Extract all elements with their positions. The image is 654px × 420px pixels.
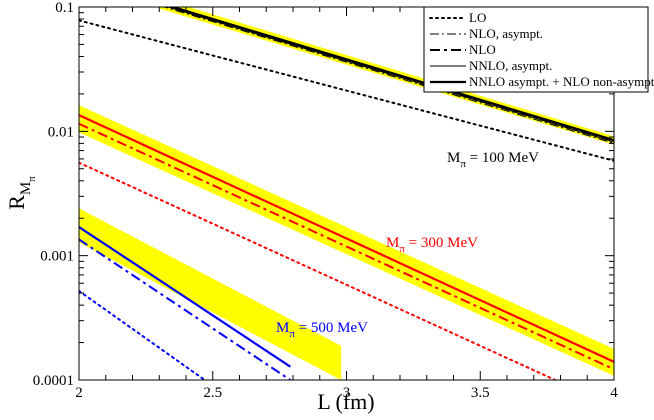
x-tick-label: 3 (343, 385, 351, 401)
annotation-100mev: Mπ = 100 MeV (447, 150, 539, 170)
legend-label-nnlo-asympt: NNLO, asympt. (469, 58, 552, 73)
legend-label-lo: LO (469, 10, 486, 25)
y-tick-label: 0.001 (40, 249, 74, 265)
annotation-500mev: Mπ = 500 MeV (276, 320, 368, 340)
y-axis-title-main: R (4, 195, 29, 210)
legend-label-nlo-asympt: NLO, asympt. (469, 26, 543, 41)
legend-label-nnlo-asympt-nlo-non-asympt: NNLO asympt. + NLO non-asympt. (469, 74, 654, 89)
y-tick-label: 0.0001 (33, 373, 74, 389)
y-axis-title-sub: M (18, 182, 34, 195)
line-group-2-nnlo-asympt-nlo-non-asympt (79, 114, 614, 363)
y-tick-label: 0.1 (55, 0, 74, 16)
legend-label-nlo: NLO (469, 42, 496, 57)
x-tick-label: 3.5 (471, 385, 490, 401)
x-axis-title: L (fm) (317, 389, 374, 414)
annotation-300mev: Mπ = 300 MeV (386, 235, 478, 255)
band-group-3 (79, 208, 342, 380)
line-group-1-lo (79, 19, 614, 162)
y-tick-label: 0.01 (48, 124, 74, 140)
line-group-3-lo (79, 289, 206, 380)
band-group-1 (159, 7, 614, 145)
line-group-3-nnlo-asympt-nlo-non-asympt (79, 226, 291, 368)
svg-text:RMπ: RMπ (4, 176, 38, 210)
x-tick-label: 2.5 (203, 385, 222, 401)
line-group-1-nnlo-asympt-nlo-non-asympt (169, 7, 614, 142)
y-axis-title: RMπ (4, 176, 38, 210)
line-group-1-nlo-asympt (162, 7, 614, 144)
line-group-2-nlo (79, 122, 614, 371)
legend-box (423, 6, 649, 93)
x-tick-label: 2 (75, 385, 83, 401)
line-group-3-nlo (79, 238, 291, 380)
y-axis-title-subsub: π (26, 176, 38, 182)
series-lines (79, 7, 614, 380)
x-tick-label: 4 (610, 385, 618, 401)
line-group-1-nnlo-asympt (166, 7, 614, 143)
